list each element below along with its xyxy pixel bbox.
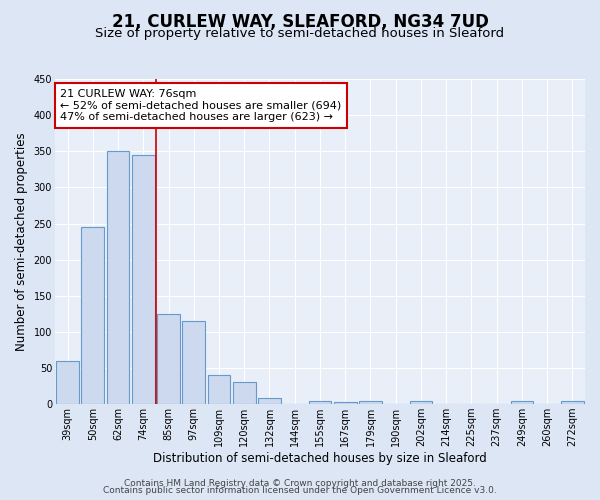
Bar: [107, 152, 130, 404]
X-axis label: Distribution of semi-detached houses by size in Sleaford: Distribution of semi-detached houses by …: [153, 452, 487, 465]
Text: Contains HM Land Registry data © Crown copyright and database right 2025.: Contains HM Land Registry data © Crown c…: [124, 478, 476, 488]
Bar: [132, 155, 155, 404]
Text: 21 CURLEW WAY: 76sqm
← 52% of semi-detached houses are smaller (694)
47% of semi: 21 CURLEW WAY: 76sqm ← 52% of semi-detac…: [60, 89, 341, 122]
Bar: [308, 400, 331, 404]
Bar: [561, 400, 584, 404]
Bar: [258, 398, 281, 404]
Bar: [410, 400, 432, 404]
Text: 21, CURLEW WAY, SLEAFORD, NG34 7UD: 21, CURLEW WAY, SLEAFORD, NG34 7UD: [112, 12, 488, 30]
Y-axis label: Number of semi-detached properties: Number of semi-detached properties: [15, 132, 28, 351]
Bar: [157, 314, 180, 404]
Bar: [182, 321, 205, 404]
Bar: [511, 400, 533, 404]
Bar: [233, 382, 256, 404]
Text: Contains public sector information licensed under the Open Government Licence v3: Contains public sector information licen…: [103, 486, 497, 495]
Bar: [359, 400, 382, 404]
Bar: [82, 227, 104, 404]
Bar: [208, 376, 230, 404]
Bar: [334, 402, 356, 404]
Bar: [56, 361, 79, 404]
Text: Size of property relative to semi-detached houses in Sleaford: Size of property relative to semi-detach…: [95, 28, 505, 40]
